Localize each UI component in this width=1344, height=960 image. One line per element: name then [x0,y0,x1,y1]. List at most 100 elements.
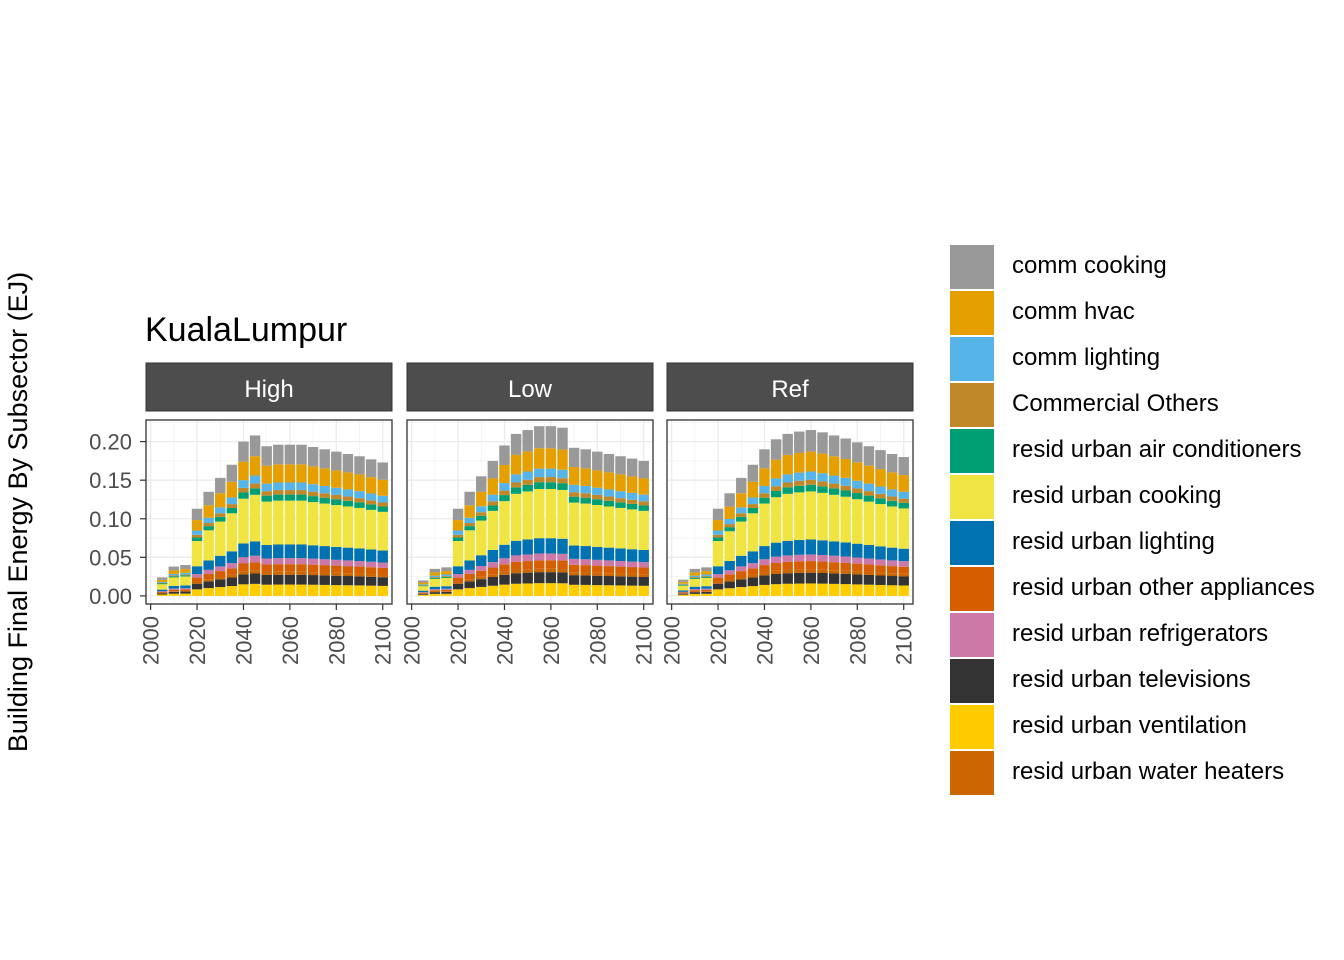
bar-segment [284,584,296,596]
bar-segment [238,492,249,499]
bar-segment [638,576,649,586]
bar-segment [499,584,510,596]
legend-label: resid urban ventilation [1012,712,1247,739]
bar-segment [522,451,533,472]
bar-segment [284,444,296,465]
bar-segment [418,586,429,591]
bar-segment [203,569,214,575]
bar-segment [828,562,840,571]
bar-segment [522,583,533,596]
bar-segment [441,591,452,594]
bar-segment [510,454,522,475]
bar-segment [331,499,342,506]
bar-segment [747,508,759,514]
x-tick-label: 2040 [752,616,777,665]
bar-segment [522,569,533,573]
bar-segment [487,585,499,596]
bar-segment [168,576,180,578]
bar-segment [794,472,805,481]
bar-segment [180,593,191,596]
bar-segment [307,572,319,576]
bar-segment [805,583,817,596]
bar-segment [759,493,770,498]
bar-segment [805,569,817,573]
bar-segment [568,502,580,546]
legend-label: resid urban cooking [1012,482,1222,509]
bar-segment [365,549,377,562]
bar-segment [510,573,522,584]
x-tick-label: 2040 [231,616,256,665]
bar-segment [805,471,817,480]
legend-swatch [950,521,994,565]
bar-segment [794,554,805,562]
bar-segment [782,487,793,494]
bar-segment [626,567,638,574]
bar-segment [736,513,747,517]
bar-segment [875,559,886,566]
bar-segment [638,494,649,502]
legend-item: resid urban cooking [950,475,1340,519]
bar-segment [180,576,191,586]
bar-segment [805,479,817,485]
bar-segment [886,576,898,586]
bar-segment [215,513,226,517]
bar-segment [464,517,475,523]
bar-segment [215,493,226,508]
bar-segment [580,546,591,560]
bar-segment [249,555,261,563]
bar-segment [522,484,533,492]
bar-segment [238,487,249,493]
x-tick-label: 2060 [539,616,564,665]
bar-segment [365,504,377,510]
bar-segment [724,574,735,580]
bar-segment [712,566,724,575]
legend-swatch [950,613,994,657]
bar-segment [712,583,724,590]
bar-segment [603,573,615,577]
bar-segment [365,509,377,550]
bar-segment [331,565,342,573]
bar-segment [863,465,875,484]
bar-segment [626,458,638,477]
legend-item: resid urban other appliances [950,567,1340,611]
bar-segment [464,522,475,527]
bar-segment [678,585,689,586]
bar-segment [770,556,782,564]
bar-segment [499,571,510,575]
bar-segment [534,553,545,561]
bar-segment [852,499,863,544]
bar-segment [487,576,499,586]
bar-segment [770,439,782,460]
bar-segment [580,584,591,596]
bar-segment [736,587,747,596]
bar-segment [476,586,487,596]
bar-segment [603,489,615,497]
bar-segment [863,574,875,585]
bar-segment [840,458,851,478]
bar-segment [377,462,388,480]
bar-segment [319,497,330,504]
bar-segment [296,571,307,575]
bar-segment [418,582,429,585]
bar-segment [215,566,226,572]
bar-segment [638,567,649,575]
bar-segment [215,587,226,596]
bar-segment [261,483,272,492]
bar-segment [452,508,464,521]
bar-segment [701,591,712,594]
bar-segment [354,576,365,586]
bar-segment [770,584,782,596]
bar-segment [441,589,452,592]
bar-segment [452,577,464,582]
y-axis-label: Building Final Energy By Subsector (EJ) [3,272,33,752]
bar-segment [568,484,580,493]
bar-segment [464,569,475,575]
bar-segment [689,592,701,594]
bar-segment [736,555,747,567]
bar-segment [759,575,770,585]
bar-segment [319,546,330,560]
bar-segment [429,568,441,573]
bar-segment [499,574,510,585]
bar-segment [331,451,342,471]
